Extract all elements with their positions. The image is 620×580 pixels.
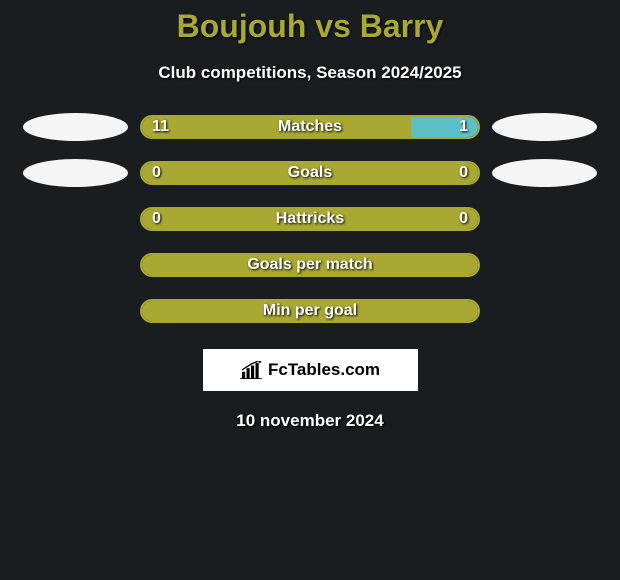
logo-text: FcTables.com [268,360,380,380]
left-ellipse [23,113,128,141]
barchart-icon [240,361,262,379]
left-ellipse [23,297,128,325]
stat-label: Hattricks [142,209,478,229]
right-ellipse [492,205,597,233]
stat-label: Min per goal [142,301,478,321]
right-ellipse [492,251,597,279]
stat-label: Matches [142,117,478,137]
stat-bar: 111Matches [140,115,480,139]
right-ellipse [492,297,597,325]
stat-label: Goals [142,163,478,183]
logo: FcTables.com [240,360,380,380]
stat-bar: Min per goal [140,299,480,323]
left-ellipse [23,159,128,187]
stat-row: 00Hattricks [23,205,597,233]
stats-area: 111Matches 00Goals 00Hattricks Goals per ma… [23,83,597,325]
stat-bar: Goals per match [140,253,480,277]
stat-bar: 00Goals [140,161,480,185]
page-title: Boujouh vs Barry [177,8,444,45]
stat-row: Goals per match [23,251,597,279]
infographic-container: Boujouh vs Barry Club competitions, Seas… [0,0,620,431]
subtitle: Club competitions, Season 2024/2025 [158,63,461,83]
stat-row: 111Matches [23,113,597,141]
right-ellipse [492,113,597,141]
date-text: 10 november 2024 [236,411,383,431]
left-ellipse [23,251,128,279]
left-ellipse [23,205,128,233]
logo-box[interactable]: FcTables.com [203,349,418,391]
stat-row: 00Goals [23,159,597,187]
stat-row: Min per goal [23,297,597,325]
stat-label: Goals per match [142,255,478,275]
right-ellipse [492,159,597,187]
stat-bar: 00Hattricks [140,207,480,231]
